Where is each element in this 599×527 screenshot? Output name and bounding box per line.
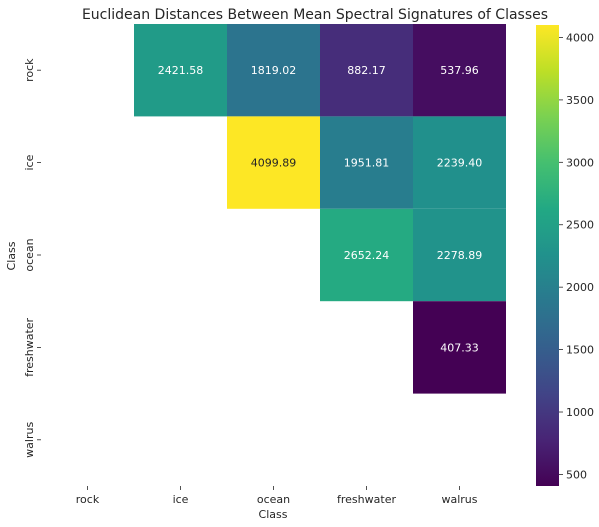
colorbar-tick-label: 3000 [566,156,594,169]
x-axis-label: Class [259,508,288,521]
colorbar-tick-label: 2000 [566,281,594,294]
heatmap-cell [320,24,413,117]
heatmap-cell [413,116,506,209]
cell-value-label: 4099.89 [251,157,297,170]
cell-value-label: 2239.40 [437,157,483,170]
x-tick-label: ocean [257,493,290,506]
y-tick-label: walrus [23,422,36,458]
x-axis: rock ice ocean freshwater walrus [76,486,478,506]
colorbar-tick-label: 2500 [566,219,594,232]
heatmap-cell [320,208,413,302]
heatmap-cell [413,24,506,117]
cell-value-label: 2421.58 [158,64,204,77]
heatmap-cells: 2421.58 1819.02 882.17 537.96 4099.89 1951.81… [134,24,506,394]
y-axis-label: Class [5,241,18,270]
y-tick-label: ocean [23,238,36,271]
cell-value-label: 407.33 [440,341,479,354]
colorbar-tick-label: 1000 [566,406,594,419]
heatmap-cell [413,301,506,394]
x-tick-label: freshwater [337,493,396,506]
heatmap-cell [320,116,413,209]
x-tick-label: ice [173,493,189,506]
colorbar-tick-label: 3500 [566,94,594,107]
cell-value-label: 2652.24 [344,249,390,262]
cell-value-label: 1819.02 [251,64,297,77]
cell-value-label: 537.96 [440,64,479,77]
cell-value-label: 1951.81 [344,157,390,170]
cell-value-label: 2278.89 [437,249,483,262]
x-tick-label: walrus [441,493,477,506]
heatmap-cell [227,24,320,117]
y-tick-label: freshwater [23,317,36,376]
y-axis: rock ice ocean freshwater walrus [23,58,41,458]
cell-value-label: 882.17 [347,64,386,77]
heatmap-cell [134,24,227,117]
colorbar-tick-label: 4000 [566,31,594,44]
colorbar: 500 1000 1500 2000 2500 3000 3500 4000 [536,25,594,486]
y-tick-label: rock [23,58,36,82]
heatmap-cell [413,208,506,302]
heatmap-cell [227,116,320,209]
chart-title: Euclidean Distances Between Mean Spectra… [82,7,548,23]
x-tick-label: rock [76,493,100,506]
y-tick-label: ice [23,154,36,170]
colorbar-tick-label: 1500 [566,344,594,357]
colorbar-tick-label: 500 [566,468,587,481]
colorbar-gradient [536,25,559,486]
